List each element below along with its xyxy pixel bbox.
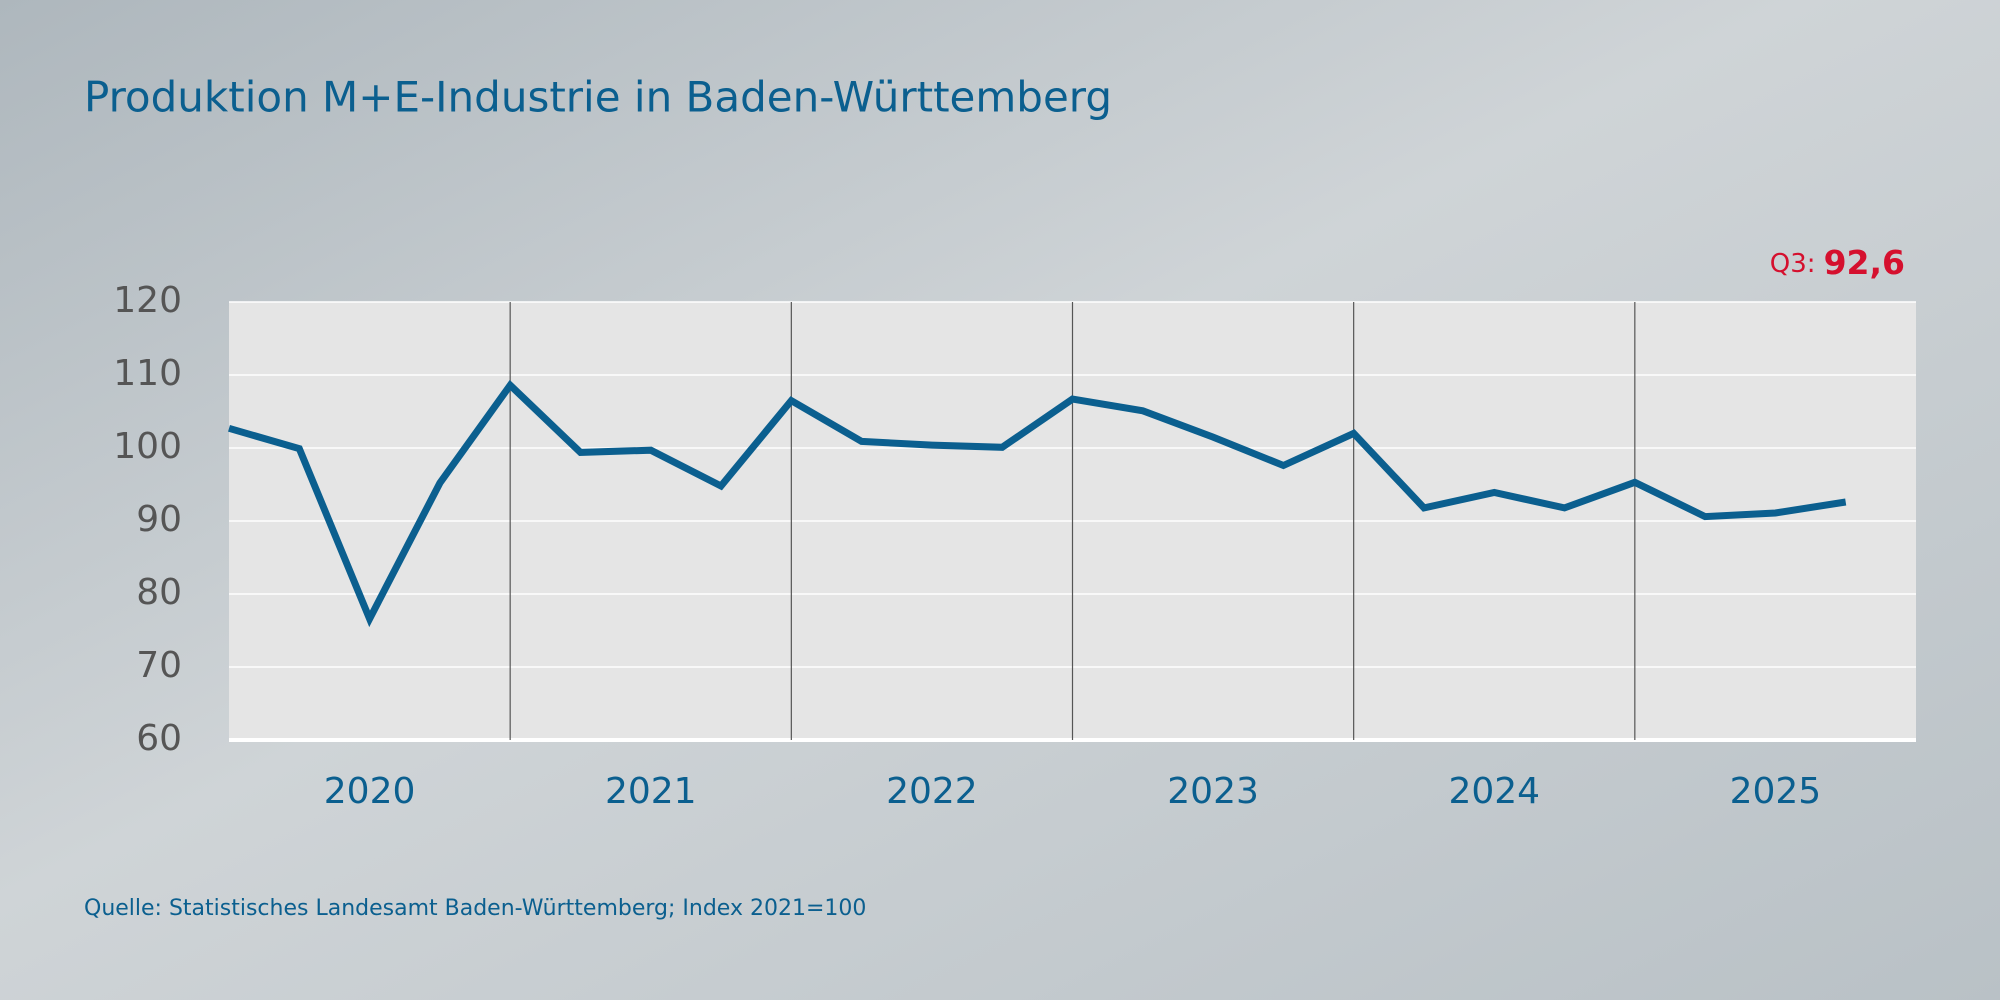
chart-title: Produktion M+E-Industrie in Baden-Württe… — [84, 73, 1112, 122]
annotation: Q3: 92,6 — [1770, 243, 1905, 282]
x-tick-label: 2023 — [1167, 771, 1259, 812]
y-tick-label: 110 — [113, 353, 182, 394]
y-tick-label: 60 — [136, 718, 182, 759]
annotation-prefix: Q3: — [1770, 249, 1816, 279]
x-tick-label: 2024 — [1448, 771, 1540, 812]
line-series — [228, 379, 1847, 628]
y-tick-label: 100 — [113, 426, 182, 467]
y-tick-label: 120 — [113, 280, 182, 321]
x-tick-label: 2020 — [324, 771, 416, 812]
source: Quelle: Statistisches Landesamt Baden-Wü… — [84, 896, 866, 921]
x-tick-label: 2021 — [605, 771, 697, 812]
annotation-value: 92,6 — [1824, 243, 1905, 282]
y-tick-label: 80 — [136, 572, 182, 613]
y-tick-label: 70 — [136, 645, 182, 686]
x-tick-label: 2022 — [886, 771, 978, 812]
x-tick-label: 2025 — [1730, 771, 1822, 812]
y-tick-label: 90 — [136, 499, 182, 540]
